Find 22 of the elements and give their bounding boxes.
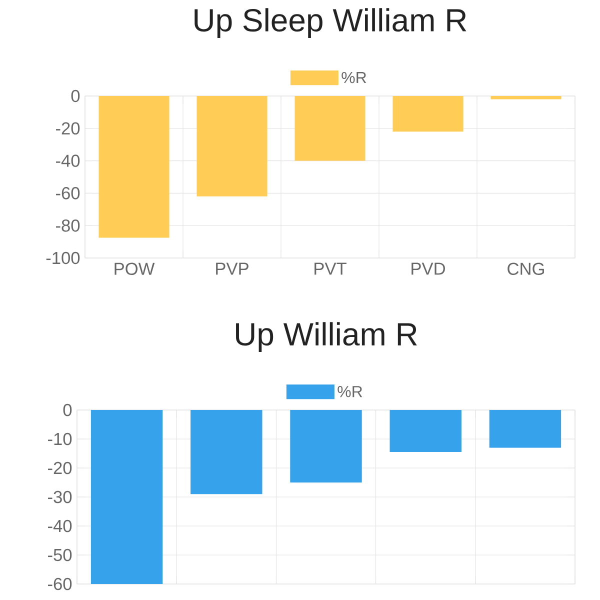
y-tick-label: -60 [48,578,72,590]
x-tick-label: PVD [412,262,445,275]
chart-title: Up Sleep William R [194,8,466,38]
y-tick-label: -50 [48,548,72,562]
y-tick-label: -80 [56,219,80,232]
legend-label: %R [338,386,362,398]
y-tick-label: -10 [48,432,72,446]
y-tick-label: -30 [48,490,72,504]
y-tick-label: -40 [48,520,72,532]
y-tick-label: -20 [48,462,72,474]
x-tick-label: POW [114,262,155,275]
y-tick-label: -60 [56,187,80,200]
y-tick-label: -40 [56,154,80,167]
y-tick-label: 0 [63,404,72,416]
x-tick-label: PVP [216,262,248,275]
x-tick-label: PVT [314,262,346,275]
legend-label: %R [342,72,366,84]
chart-title: Up William R [236,322,417,352]
y-tick-label: -20 [56,122,80,135]
y-tick-label: 0 [71,90,80,102]
x-tick-label: CNG [508,262,544,275]
y-tick-label: -100 [46,252,80,264]
